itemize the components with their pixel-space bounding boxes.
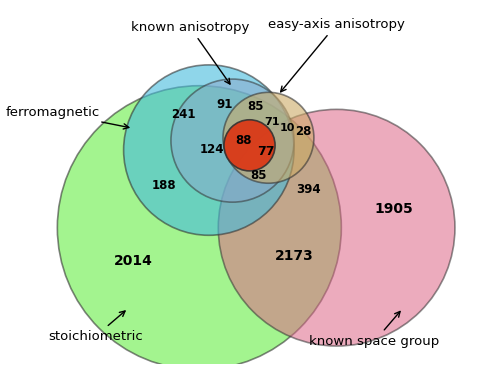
Text: 2014: 2014 bbox=[114, 254, 153, 268]
Text: stoichiometric: stoichiometric bbox=[48, 311, 143, 343]
Circle shape bbox=[223, 92, 314, 183]
Circle shape bbox=[124, 65, 294, 235]
Text: 85: 85 bbox=[247, 100, 264, 113]
Text: 28: 28 bbox=[295, 125, 312, 138]
Text: 85: 85 bbox=[251, 169, 267, 182]
Text: 91: 91 bbox=[216, 98, 233, 111]
Circle shape bbox=[171, 79, 294, 202]
Text: 71: 71 bbox=[264, 117, 280, 127]
Text: 124: 124 bbox=[199, 142, 224, 156]
Text: known space group: known space group bbox=[309, 312, 440, 348]
Text: 394: 394 bbox=[296, 183, 321, 196]
Text: 88: 88 bbox=[236, 134, 252, 147]
Text: 77: 77 bbox=[257, 145, 275, 159]
Text: known anisotropy: known anisotropy bbox=[131, 21, 249, 84]
Text: easy-axis anisotropy: easy-axis anisotropy bbox=[268, 18, 405, 92]
Text: 241: 241 bbox=[171, 108, 195, 120]
Text: 10: 10 bbox=[280, 123, 295, 133]
Circle shape bbox=[218, 109, 455, 346]
Text: 188: 188 bbox=[152, 179, 177, 191]
Text: ferromagnetic: ferromagnetic bbox=[5, 106, 129, 129]
Circle shape bbox=[224, 120, 275, 171]
Circle shape bbox=[57, 86, 341, 370]
Text: 2173: 2173 bbox=[275, 249, 313, 263]
Text: 1905: 1905 bbox=[374, 202, 413, 216]
